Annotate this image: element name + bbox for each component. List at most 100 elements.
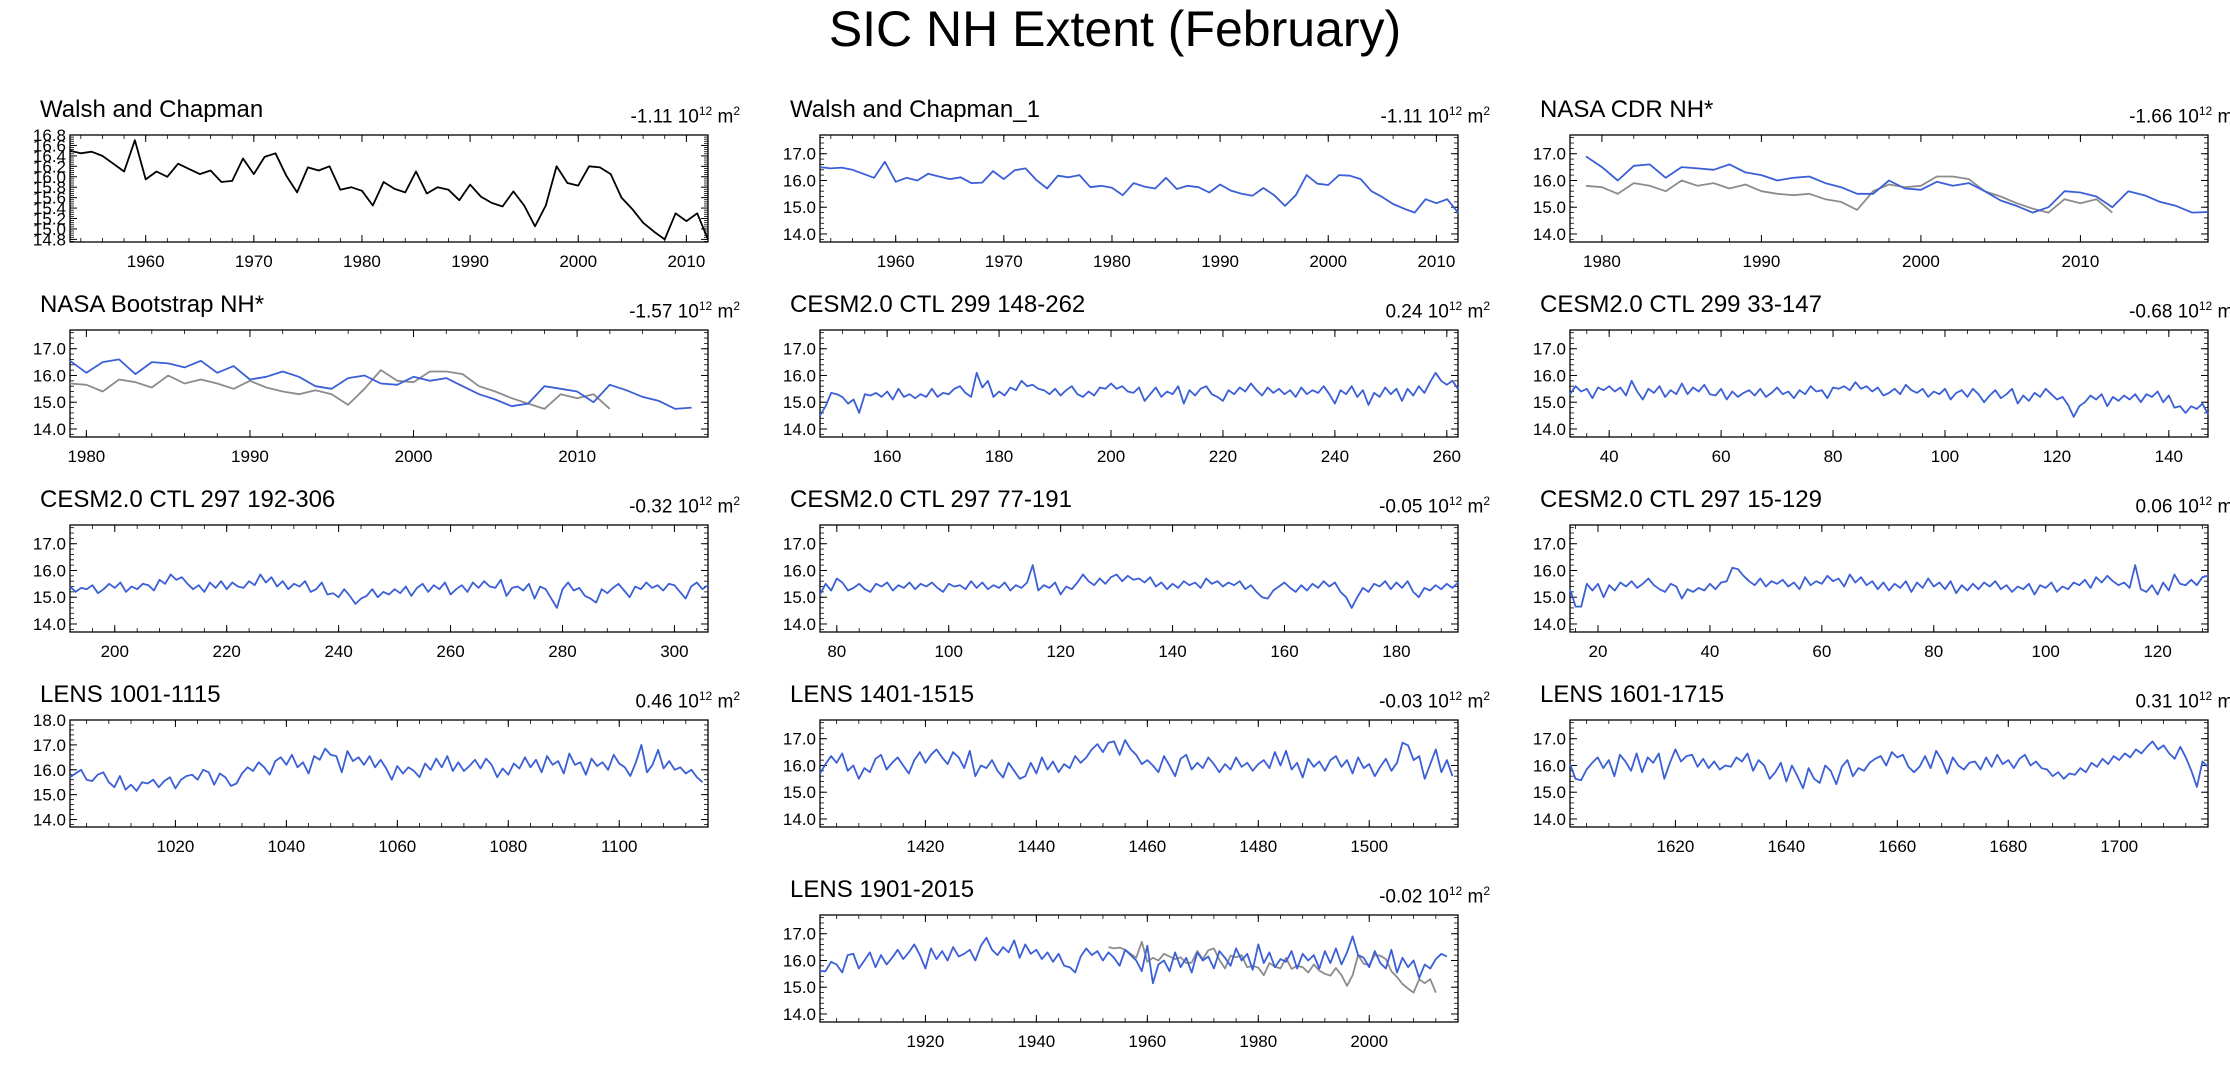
x-tick-label: 180 (1382, 642, 1410, 661)
panel-title: CESM2.0 CTL 297 77-191 (790, 486, 1072, 513)
x-tick-label: 300 (660, 642, 688, 661)
unit-exponent-2: 2 (1483, 689, 1490, 703)
unit-exponent: 12 (1448, 494, 1463, 508)
x-tick-label: 280 (548, 642, 576, 661)
trend-label: 0.24 1012 m2 (1385, 292, 1490, 326)
x-tick-label: 1970 (985, 252, 1023, 271)
x-tick-label: 2000 (395, 447, 433, 466)
panel-nasa-cdr: NASA CDR NH* -1.66 1012 m2 17.016.015.01… (1533, 95, 2230, 280)
x-tick-label: 1960 (127, 252, 165, 271)
panel-title: Walsh and Chapman_1 (790, 96, 1040, 123)
y-tick-label: 18.0 (33, 711, 66, 730)
trend-label: -0.03 1012 m2 (1379, 682, 1490, 716)
x-tick-label: 1990 (1201, 252, 1239, 271)
plot-frame (1569, 719, 2209, 828)
panel-title: NASA Bootstrap NH* (40, 291, 265, 318)
series-line-obs-overlay (1108, 940, 1437, 994)
y-tick-label: 16.0 (783, 756, 816, 775)
panel-title: LENS 1001-1115 (40, 681, 221, 708)
y-tick-label: 14.0 (783, 225, 816, 244)
series-line (1569, 740, 2209, 790)
x-tick-label: 20 (1589, 642, 1608, 661)
chart-svg: 18.0 17.0 16.0 15.0 14.0 1020 1040 1060 1080 1100 (33, 711, 709, 856)
unit-base: 10 (2177, 301, 2199, 323)
y-tick-label: 16.0 (1533, 366, 1566, 385)
x-tick-label: 160 (1270, 642, 1298, 661)
unit-exponent: 12 (2198, 494, 2213, 508)
x-tick-label: 40 (1700, 642, 1719, 661)
y-tick-label: 14.0 (783, 420, 816, 439)
unit-base: 10 (1427, 496, 1449, 518)
y-tick-label: 15.0 (33, 588, 66, 607)
y-tick-label: 16.0 (33, 561, 66, 580)
unit-base: 10 (1427, 106, 1449, 128)
plot-frame (819, 134, 1459, 243)
panel-lens-1001-1115: LENS 1001-1115 0.46 1012 m2 18.0 17.0 16.0… (33, 680, 740, 865)
y-tick-label: 14.0 (1533, 225, 1566, 244)
y-tick-label: 17.0 (783, 730, 816, 749)
unit-base: 10 (677, 496, 699, 518)
series-line-obs-overlay (1585, 175, 2113, 214)
y-tick-label: 14.0 (783, 615, 816, 634)
figure-title: SIC NH Extent (February) (828, 1, 1402, 57)
plot-frame (1569, 524, 2209, 633)
panel-lens-1401-1515: LENS 1401-1515 -0.03 1012 m2 17.0 16.0 15.… (783, 680, 1490, 865)
unit-exponent: 12 (698, 689, 713, 703)
x-tick-label: 220 (1209, 447, 1237, 466)
unit-exponent: 12 (698, 104, 713, 118)
x-tick-label: 1680 (1989, 837, 2027, 856)
series-line (1569, 564, 2209, 608)
trend-value: -0.68 (2129, 301, 2173, 323)
unit-base: 10 (2177, 496, 2199, 518)
y-tick-label: 16.0 (33, 366, 66, 385)
y-tick-label: 14.0 (33, 420, 66, 439)
y-tick-label: 15.0 (783, 978, 816, 997)
panel-nasa-bootstrap: NASA Bootstrap NH* -1.57 1012 m2 17.0 16.… (33, 290, 740, 475)
panel-title: LENS 1601-1715 (1540, 681, 1725, 708)
chart-svg: 17.0 16.0 15.0 14.0 80 100 120 140 160 180 (783, 524, 1459, 661)
x-tick-label: 1640 (1767, 837, 1805, 856)
unit-tail: m (2217, 691, 2230, 713)
trend-value: -1.57 (629, 301, 673, 323)
series-line (819, 564, 1459, 609)
plot-frame (819, 524, 1459, 633)
unit-tail: m (717, 691, 734, 713)
unit-base: 10 (2177, 106, 2199, 128)
unit-exponent-2: 2 (733, 299, 740, 313)
plot-frame (819, 719, 1459, 828)
trend-value: -1.11 (1380, 106, 1423, 128)
plot-frame (1569, 329, 2209, 438)
y-tick-label: 15.0 (783, 783, 816, 802)
x-tick-label: 100 (935, 642, 963, 661)
series-line-obs-overlay (69, 369, 611, 410)
unit-exponent-2: 2 (1483, 884, 1490, 898)
y-tick-label: 16.0 (783, 561, 816, 580)
panel-cesm-299-33-147: CESM2.0 CTL 299 33-147 -0.68 1012 m2 17.… (1533, 290, 2230, 475)
chart-svg: 17.0 16.0 15.0 14.0 160 180 200 220 240 260 (783, 329, 1461, 466)
unit-exponent: 12 (698, 299, 713, 313)
plot-frame (69, 719, 709, 828)
x-tick-label: 1980 (1583, 252, 1621, 271)
y-tick-label: 16.6 (33, 136, 66, 155)
x-tick-label: 60 (1812, 642, 1831, 661)
y-tick-label: 14.0 (783, 810, 816, 829)
panel-title: LENS 1401-1515 (790, 681, 975, 708)
x-tick-label: 2000 (1309, 252, 1347, 271)
x-tick-label: 1960 (877, 252, 915, 271)
unit-tail: m (717, 496, 734, 518)
plot-frame (69, 134, 709, 243)
series-line (819, 739, 1454, 780)
x-tick-label: 260 (436, 642, 464, 661)
unit-tail: m (1467, 691, 1484, 713)
panel-title: LENS 1901-2015 (790, 876, 975, 903)
trend-value: -0.05 (1379, 496, 1423, 518)
unit-exponent: 12 (2198, 104, 2213, 118)
panel-lens-1601-1715: LENS 1601-1715 0.31 1012 m2 17.0 16.0 15.0… (1533, 680, 2230, 865)
y-tick-label: 15.0 (783, 198, 816, 217)
x-tick-label: 1500 (1350, 837, 1388, 856)
x-tick-label: 1920 (906, 1032, 944, 1051)
x-tick-label: 240 (1321, 447, 1349, 466)
y-tick-label: 15.0 (1533, 588, 1566, 607)
